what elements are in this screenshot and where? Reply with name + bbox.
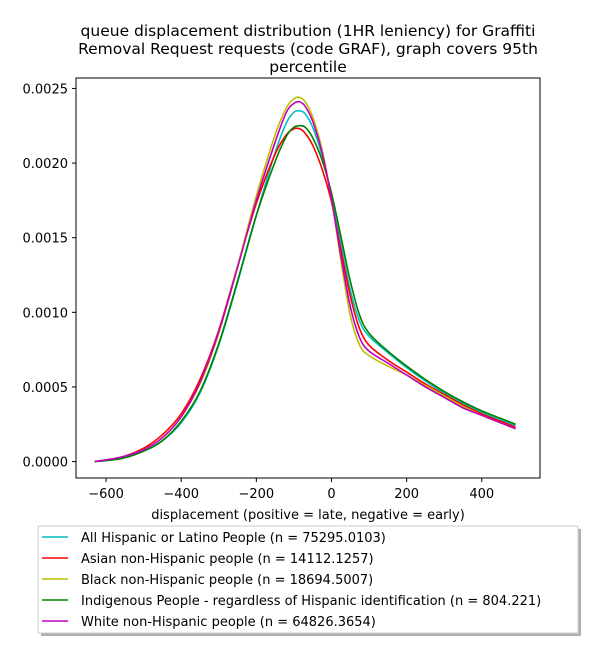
legend-label-5: White non-Hispanic people (n = 64826.365… [81, 615, 376, 630]
x-tick-label: −400 [163, 487, 199, 502]
y-tick-label: 0.0000 [23, 456, 69, 471]
x-tick-label: 0 [327, 487, 335, 502]
series-line-3 [94, 96, 516, 463]
y-tick-label: 0.0015 [23, 232, 69, 247]
y-tick-label: 0.0025 [23, 82, 69, 97]
series-lines [94, 96, 516, 463]
x-tick-label: 400 [469, 487, 494, 502]
series-line-2 [94, 127, 516, 463]
plot-area-frame [75, 77, 541, 479]
chart-title: queue displacement distribution (1HR len… [78, 22, 538, 76]
series-line-4 [94, 124, 516, 463]
legend-label-1: All Hispanic or Latino People (n = 75295… [81, 531, 386, 546]
chart-title-line: Removal Request requests (code GRAF), gr… [78, 40, 538, 58]
legend-frame [37, 525, 579, 634]
legend-label-2: Asian non-Hispanic people (n = 14112.125… [81, 552, 374, 567]
series-line-1 [94, 109, 516, 463]
x-axis-ticks: −600 −400 −200 0 200 400 [88, 478, 494, 502]
y-tick-label: 0.0020 [23, 157, 69, 172]
series-line-5 [94, 100, 516, 463]
legend-label-4: Indigenous People - regardless of Hispan… [81, 594, 541, 609]
y-axis-ticks: 0.0000 0.0005 0.0010 0.0015 0.0020 0.0025 [23, 82, 76, 471]
chart-title-line: percentile [269, 58, 347, 76]
y-tick-label: 0.0010 [23, 306, 69, 321]
x-tick-label: −600 [88, 487, 124, 502]
y-tick-label: 0.0005 [23, 381, 69, 396]
chart-title-line: queue displacement distribution (1HR len… [81, 22, 536, 40]
legend: All Hispanic or Latino People (n = 75295… [37, 525, 581, 636]
x-axis-label: displacement (positive = late, negative … [151, 508, 465, 523]
x-tick-label: −200 [238, 487, 274, 502]
legend-label-3: Black non-Hispanic people (n = 18694.500… [81, 573, 373, 588]
x-tick-label: 200 [394, 487, 419, 502]
